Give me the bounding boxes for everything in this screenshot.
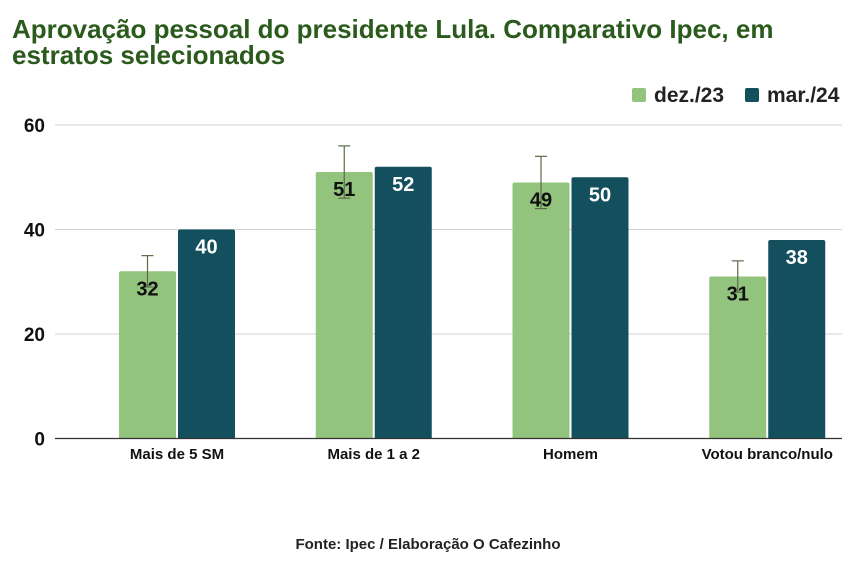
legend-swatch xyxy=(632,88,646,102)
data-label: 50 xyxy=(589,184,611,206)
bar-dez23 xyxy=(315,172,373,439)
chart-title: Aprovação pessoal do presidente Lula. Co… xyxy=(12,14,774,70)
x-axis: Mais de 5 SM Mais de 1 a 2 Homem Votou bran… xyxy=(55,437,842,463)
bar-mar24 xyxy=(768,239,826,439)
source-note: Fonte: Ipec / Elaboração O Cafezinho xyxy=(295,536,561,553)
bar-mar24 xyxy=(571,177,629,439)
data-label: 40 xyxy=(195,237,217,259)
data-label: 31 xyxy=(727,284,749,306)
x-tick-label: Homem xyxy=(543,446,598,463)
y-tick-label: 60 xyxy=(24,116,45,137)
data-label: 32 xyxy=(136,278,158,300)
bar-mar24 xyxy=(178,229,235,439)
bar-dez23 xyxy=(119,271,176,439)
x-tick-label: Mais de 1 a 2 xyxy=(327,446,420,463)
data-label: 38 xyxy=(786,247,808,269)
data-label: 51 xyxy=(333,179,355,201)
y-tick-label: 20 xyxy=(24,325,45,346)
x-tick-label: Votou branco/nulo xyxy=(702,446,833,463)
y-tick-label: 0 xyxy=(34,430,45,451)
bar-mar24 xyxy=(374,166,432,439)
y-axis: 0 20 40 60 xyxy=(24,116,45,451)
bar-dez23 xyxy=(709,276,767,439)
data-label: 49 xyxy=(530,189,552,211)
bars xyxy=(119,166,826,439)
data-label: 52 xyxy=(392,174,414,196)
data-labels: 32 40 51 52 49 50 31 38 xyxy=(136,174,808,306)
legend-swatch xyxy=(745,88,759,102)
x-tick-label: Mais de 5 SM xyxy=(130,446,224,463)
y-tick-label: 40 xyxy=(24,221,45,242)
bar-dez23 xyxy=(512,182,570,439)
legend: dez./23 mar./24 xyxy=(632,84,840,107)
legend-label: mar./24 xyxy=(767,84,840,107)
legend-label: dez./23 xyxy=(654,84,724,107)
error-bars xyxy=(141,145,744,293)
